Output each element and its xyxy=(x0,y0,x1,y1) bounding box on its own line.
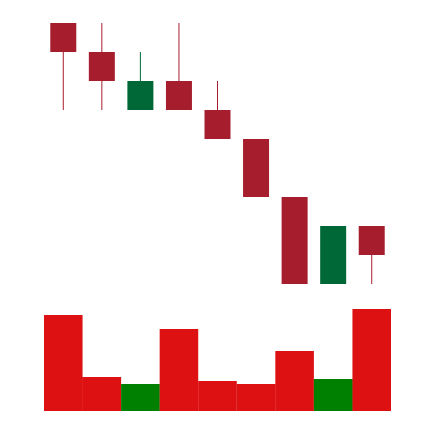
candle-body xyxy=(281,197,308,284)
volume-bar xyxy=(313,379,353,411)
volume-bar xyxy=(352,309,391,411)
candle-body xyxy=(243,139,270,197)
volume-bar xyxy=(236,384,276,411)
volume-bar xyxy=(44,315,83,411)
volume-bar xyxy=(159,329,199,411)
candle-body xyxy=(88,52,115,81)
candle-body xyxy=(358,226,385,255)
volume-bar xyxy=(121,384,160,411)
volume-bar xyxy=(275,351,314,411)
volume-bar xyxy=(198,381,237,411)
volume-bar xyxy=(82,377,122,411)
candle-body xyxy=(165,81,192,110)
candle-body xyxy=(320,226,347,284)
candle-body xyxy=(50,23,77,52)
candle-body xyxy=(204,110,231,139)
candle-body xyxy=(127,81,154,110)
